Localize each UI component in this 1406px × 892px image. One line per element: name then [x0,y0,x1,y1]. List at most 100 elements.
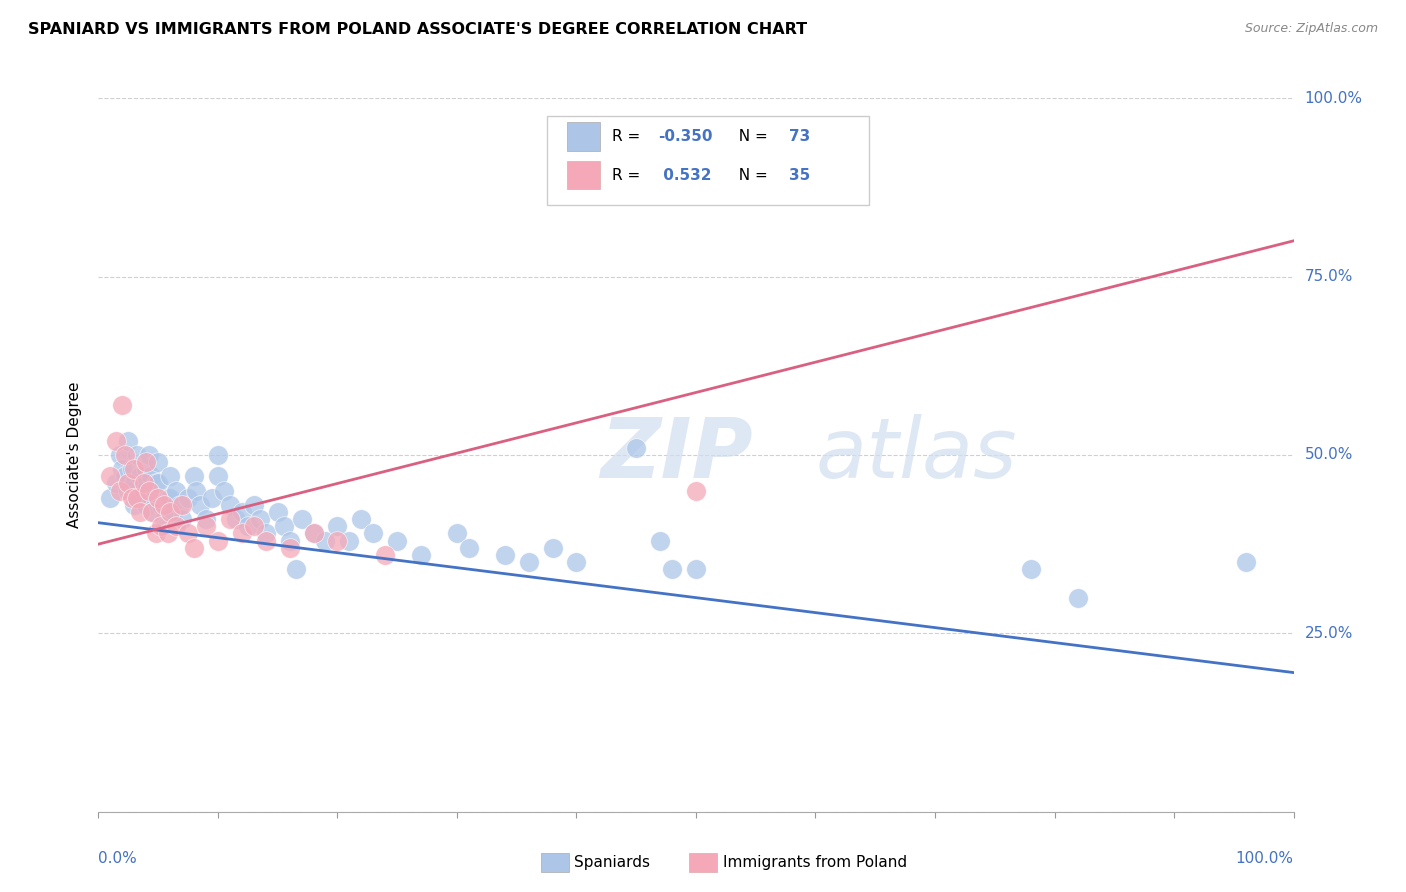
Point [124,462,146,476]
Point [138,448,160,462]
Point [125,491,148,505]
Point [108,483,131,498]
Point [141,505,163,519]
Text: 75.0%: 75.0% [1305,269,1353,284]
Point [243,498,266,512]
Point [188,498,211,512]
Point [624,441,647,455]
Point [111,462,134,476]
Point [156,491,179,505]
Point [284,562,307,576]
Point [194,512,217,526]
Text: Spaniards: Spaniards [574,855,650,870]
Point [117,483,139,498]
Text: R =: R = [613,168,645,183]
Text: atlas: atlas [815,415,1017,495]
Text: 73: 73 [789,129,810,144]
Point [111,398,134,412]
Point [129,469,152,483]
Point [385,533,409,548]
Point [117,476,139,491]
Point [135,498,157,512]
Point [249,512,271,526]
Text: 25.0%: 25.0% [1305,626,1353,640]
Text: Immigrants from Poland: Immigrants from Poland [723,855,907,870]
Point [162,505,184,519]
Point [267,505,290,519]
Point [194,519,217,533]
Point [302,526,325,541]
Point [363,526,385,541]
Point [254,526,277,541]
Point [124,498,146,512]
Y-axis label: Associate's Degree: Associate's Degree [67,382,83,528]
Text: 100.0%: 100.0% [1236,851,1294,866]
Point [278,541,301,555]
Point [350,512,373,526]
Point [153,512,176,526]
Point [165,483,187,498]
Point [139,469,162,483]
Point [114,469,136,483]
Point [411,548,433,562]
Point [207,469,229,483]
Point [541,541,564,555]
Point [172,512,194,526]
Point [135,462,157,476]
Point [254,533,277,548]
Point [186,483,208,498]
Point [148,491,170,505]
Point [165,519,187,533]
Point [145,476,167,491]
Point [105,476,128,491]
Point [121,491,143,505]
Point [159,469,181,483]
Point [315,533,337,548]
Point [446,526,468,541]
Point [108,448,131,462]
Point [177,491,200,505]
Point [149,519,172,533]
Point [278,533,301,548]
Point [145,526,167,541]
Point [219,498,242,512]
Point [153,498,176,512]
Point [114,448,136,462]
Point [201,491,224,505]
Point [105,434,128,448]
Point [494,548,516,562]
Point [374,548,396,562]
Point [290,512,312,526]
Point [685,483,707,498]
Point [1234,555,1257,569]
Text: 35: 35 [789,168,810,183]
Point [231,526,253,541]
Point [243,519,266,533]
Text: -0.350: -0.350 [658,129,713,144]
Point [1019,562,1042,576]
Point [219,512,242,526]
Point [685,562,707,576]
Point [177,526,200,541]
Point [565,555,588,569]
Point [207,533,229,548]
Point [458,541,481,555]
Point [98,469,122,483]
Bar [567,161,600,189]
Text: ZIP: ZIP [600,415,754,495]
Point [159,505,181,519]
Text: Source: ZipAtlas.com: Source: ZipAtlas.com [1244,22,1378,36]
Point [1067,591,1090,605]
Text: 0.532: 0.532 [658,168,711,183]
Text: N =: N = [730,168,773,183]
Point [149,498,172,512]
Point [648,533,672,548]
Point [302,526,325,541]
Point [138,483,160,498]
Text: R =: R = [613,129,645,144]
Point [129,491,152,505]
Bar [567,122,600,151]
Point [159,491,181,505]
Point [169,498,191,512]
Text: 100.0%: 100.0% [1305,91,1362,105]
